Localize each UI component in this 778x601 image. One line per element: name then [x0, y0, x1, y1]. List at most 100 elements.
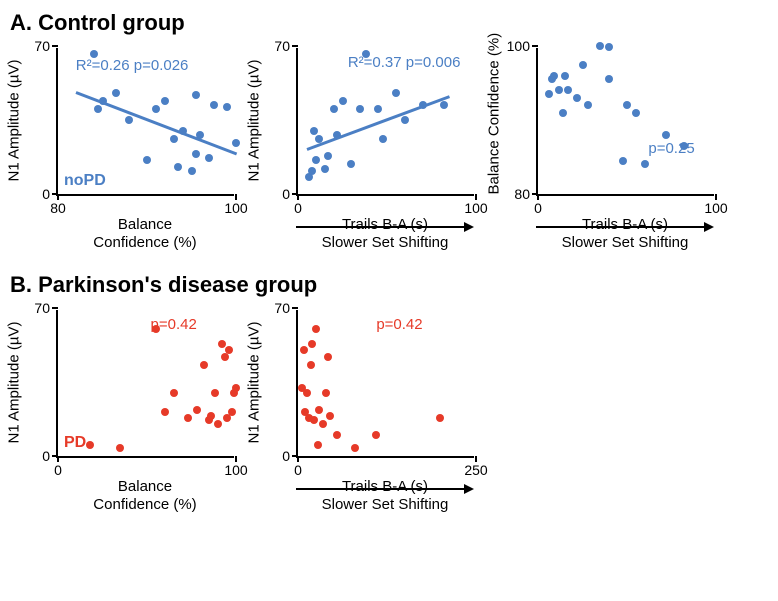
chart-b2: 0700250p=0.42N1 Amplitude (µV)Trails B-A… [250, 302, 482, 512]
stat-annotation: p=0.42 [151, 316, 197, 333]
data-point [401, 116, 409, 124]
data-point [564, 86, 572, 94]
arrow-line [536, 226, 704, 228]
chart-a1: 07080100R²=0.26 p=0.026noPDN1 Amplitude … [10, 40, 242, 250]
chart-a3: 801000100p=0.25Balance Confidence (%)Tra… [490, 40, 722, 250]
xlabel: Trails B-A (s) [296, 478, 474, 495]
panel-b-row: 0700100p=0.42PDN1 Amplitude (µV)BalanceC… [10, 302, 778, 512]
data-point [214, 420, 222, 428]
data-point [322, 389, 330, 397]
data-point [310, 127, 318, 135]
data-point [436, 414, 444, 422]
xlabel-line2: Slower Set Shifting [296, 234, 474, 251]
data-point [321, 165, 329, 173]
data-point [392, 89, 400, 97]
arrow-line [296, 226, 464, 228]
xlabel-line2: Slower Set Shifting [536, 234, 714, 251]
arrow-head-icon [704, 222, 714, 232]
data-point [300, 346, 308, 354]
data-point [125, 116, 133, 124]
data-point [662, 131, 670, 139]
data-point [170, 389, 178, 397]
data-point [372, 431, 380, 439]
data-point [308, 340, 316, 348]
data-point [192, 91, 200, 99]
axes: 801000100p=0.25 [536, 48, 714, 196]
stat-annotation: p=0.42 [376, 316, 422, 333]
data-point [307, 361, 315, 369]
xtick-label: 0 [54, 462, 62, 478]
stat-annotation: R²=0.26 p=0.026 [76, 57, 189, 74]
data-point [174, 163, 182, 171]
data-point [559, 109, 567, 117]
data-point [333, 431, 341, 439]
data-point [228, 408, 236, 416]
data-point [232, 139, 240, 147]
stat-annotation: p=0.25 [648, 140, 694, 157]
data-point [596, 42, 604, 50]
xlabel-line2: Confidence (%) [56, 234, 234, 251]
data-point [210, 101, 218, 109]
ytick-label: 0 [42, 448, 50, 464]
data-point [623, 101, 631, 109]
data-point [86, 441, 94, 449]
xlabel-line2: Confidence (%) [56, 496, 234, 513]
data-point [188, 167, 196, 175]
ylabel: N1 Amplitude (µV) [246, 309, 263, 457]
ytick-label: 70 [274, 38, 290, 54]
data-point [326, 412, 334, 420]
ytick-label: 80 [514, 186, 530, 202]
xtick-label: 100 [464, 200, 487, 216]
ytick-label: 70 [34, 300, 50, 316]
data-point [545, 90, 553, 98]
xlabel: Balance [56, 216, 234, 233]
figure: A. Control group 0 70 80 100 R²=0.26 p=0.026… [10, 10, 778, 512]
data-point [632, 109, 640, 117]
ytick-label: 100 [507, 38, 530, 54]
data-point [314, 441, 322, 449]
data-point [205, 154, 213, 162]
ytick-label: 70 [274, 300, 290, 316]
data-point [94, 105, 102, 113]
ytick-label: 0 [282, 186, 290, 202]
chart-b1: 0700100p=0.42PDN1 Amplitude (µV)BalanceC… [10, 302, 242, 512]
data-point [324, 353, 332, 361]
data-point [584, 101, 592, 109]
data-point [152, 105, 160, 113]
xtick-label: 100 [224, 200, 247, 216]
panel-a-title: A. Control group [10, 10, 778, 36]
ylabel: N1 Amplitude (µV) [6, 47, 23, 195]
xtick-label: 0 [534, 200, 542, 216]
xlabel-line2: Slower Set Shifting [296, 496, 474, 513]
data-point [641, 160, 649, 168]
data-point [112, 89, 120, 97]
data-point [310, 416, 318, 424]
data-point [312, 325, 320, 333]
data-point [605, 43, 613, 51]
stat-annotation: R²=0.37 p=0.006 [348, 54, 461, 71]
group-label: PD [64, 434, 86, 452]
axes: 0700100p=0.42PD [56, 310, 234, 458]
data-point [225, 346, 233, 354]
arrow-head-icon [464, 222, 474, 232]
regression-line [306, 95, 449, 151]
panel-a-row: 07080100R²=0.26 p=0.026noPDN1 Amplitude … [10, 40, 778, 250]
arrow-head-icon [464, 484, 474, 494]
data-point [379, 135, 387, 143]
data-point [573, 94, 581, 102]
ytick-label: 0 [42, 186, 50, 202]
ytick-label: 70 [34, 38, 50, 54]
panel-b-title: B. Parkinson's disease group [10, 272, 778, 298]
data-point [330, 105, 338, 113]
data-point [315, 406, 323, 414]
data-point [605, 75, 613, 83]
data-point [193, 406, 201, 414]
data-point [561, 72, 569, 80]
data-point [374, 105, 382, 113]
ytick-label: 0 [282, 448, 290, 464]
data-point [339, 97, 347, 105]
data-point [161, 408, 169, 416]
data-point [308, 167, 316, 175]
xlabel: Trails B-A (s) [296, 216, 474, 233]
data-point [116, 444, 124, 452]
